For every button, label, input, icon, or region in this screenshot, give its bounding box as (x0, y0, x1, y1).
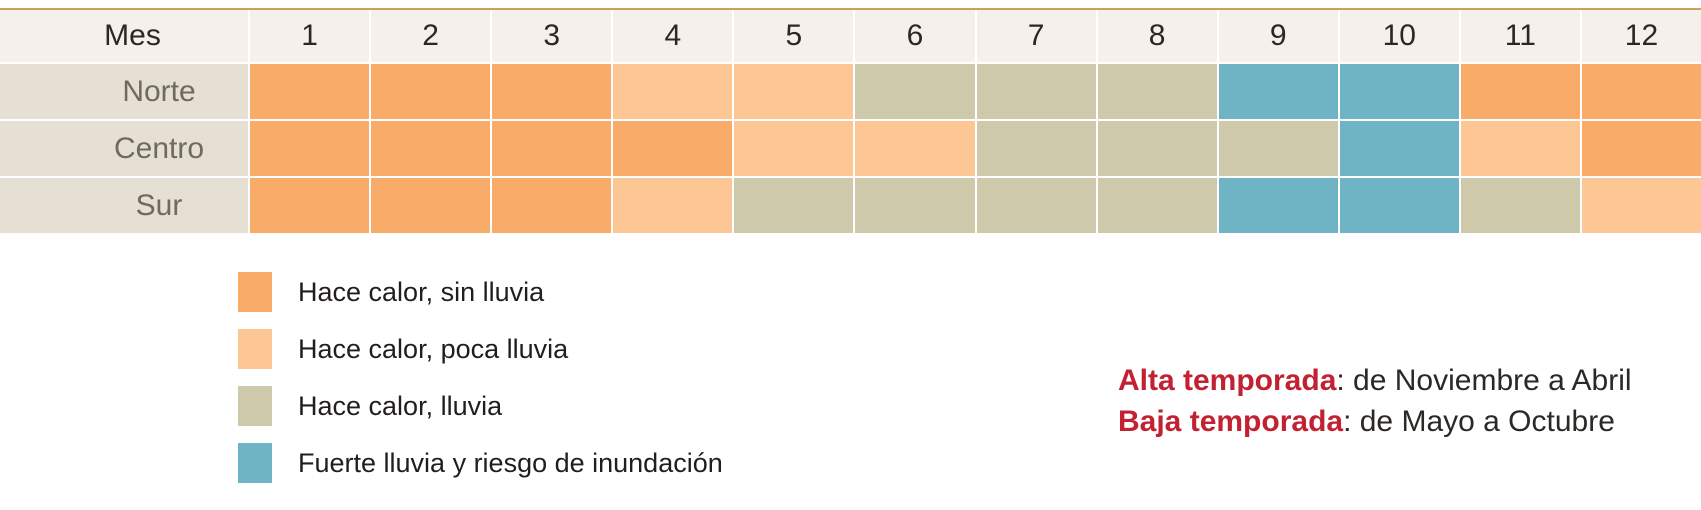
cell-sur-month-6 (855, 178, 975, 233)
cell-sur-month-7 (976, 178, 1096, 233)
baja-temporada-text: : de Mayo a Octubre (1343, 405, 1615, 438)
legend-label-poca: Hace calor, poca lluvia (298, 333, 569, 364)
cell-sur-month-2 (371, 178, 491, 233)
season-note: Alta temporada: de Noviembre a Abril Baj… (1118, 360, 1632, 442)
column-header-month-3: 3 (492, 10, 612, 62)
cell-centro-month-10 (1339, 121, 1459, 176)
legend: Hace calor, sin lluvia Hace calor, poca l… (238, 272, 723, 500)
legend-item-poca: Hace calor, poca lluvia (238, 329, 723, 369)
column-header-month-2: 2 (371, 10, 491, 62)
column-header-month-4: 4 (613, 10, 733, 62)
legend-item-lluvia: Hace calor, lluvia (238, 386, 723, 426)
column-header-month-5: 5 (734, 10, 854, 62)
cell-norte-month-10 (1339, 64, 1459, 119)
column-header-month-7: 7 (976, 10, 1096, 62)
cell-centro-month-7 (976, 121, 1096, 176)
cell-sur-month-10 (1339, 178, 1459, 233)
column-header-month-9: 9 (1218, 10, 1338, 62)
cell-centro-month-8 (1097, 121, 1217, 176)
cell-centro-month-2 (371, 121, 491, 176)
top-divider-rule (0, 8, 1701, 10)
legend-label-fuerte: Fuerte lluvia y riesgo de inundación (298, 447, 723, 478)
cell-norte-month-8 (1097, 64, 1217, 119)
cell-centro-month-9 (1218, 121, 1338, 176)
baja-temporada-label: Baja temporada (1118, 405, 1344, 438)
legend-item-fuerte: Fuerte lluvia y riesgo de inundación (238, 443, 723, 483)
climate-table: Mes 1 2 3 4 5 6 7 8 9 10 11 12 Norte Centro Sur (0, 10, 1701, 233)
cell-norte-month-7 (976, 64, 1096, 119)
cell-sur-month-8 (1097, 178, 1217, 233)
cell-norte-month-1 (250, 64, 370, 119)
legend-swatch-sin (238, 272, 272, 312)
cell-centro-month-1 (250, 121, 370, 176)
column-header-month-8: 8 (1097, 10, 1217, 62)
legend-label-lluvia: Hace calor, lluvia (298, 390, 503, 421)
cell-norte-month-3 (492, 64, 612, 119)
column-header-month-10: 10 (1339, 10, 1459, 62)
cell-norte-month-12 (1581, 64, 1701, 119)
column-header-month-11: 11 (1460, 10, 1580, 62)
alta-temporada-text: : de Noviembre a Abril (1336, 364, 1632, 397)
alta-temporada-label: Alta temporada (1118, 364, 1337, 397)
cell-centro-month-5 (734, 121, 854, 176)
row-label-norte: Norte (0, 64, 248, 119)
column-header-month-1: 1 (250, 10, 370, 62)
cell-centro-month-4 (613, 121, 733, 176)
season-note-line-baja: Baja temporada: de Mayo a Octubre (1118, 401, 1632, 442)
season-note-line-alta: Alta temporada: de Noviembre a Abril (1118, 360, 1632, 401)
cell-norte-month-2 (371, 64, 491, 119)
cell-norte-month-4 (613, 64, 733, 119)
legend-label-sin: Hace calor, sin lluvia (298, 276, 545, 307)
column-header-mes: Mes (0, 10, 248, 62)
cell-norte-month-9 (1218, 64, 1338, 119)
row-label-centro: Centro (0, 121, 248, 176)
cell-sur-month-12 (1581, 178, 1701, 233)
cell-centro-month-11 (1460, 121, 1580, 176)
cell-sur-month-4 (613, 178, 733, 233)
cell-centro-month-6 (855, 121, 975, 176)
cell-sur-month-9 (1218, 178, 1338, 233)
cell-sur-month-5 (734, 178, 854, 233)
column-header-month-6: 6 (855, 10, 975, 62)
cell-sur-month-1 (250, 178, 370, 233)
column-header-month-12: 12 (1581, 10, 1701, 62)
legend-swatch-poca (238, 329, 272, 369)
cell-centro-month-12 (1581, 121, 1701, 176)
legend-swatch-fuerte (238, 443, 272, 483)
legend-item-sin: Hace calor, sin lluvia (238, 272, 723, 312)
row-label-sur: Sur (0, 178, 248, 233)
cell-centro-month-3 (492, 121, 612, 176)
cell-norte-month-6 (855, 64, 975, 119)
legend-swatch-lluvia (238, 386, 272, 426)
cell-sur-month-3 (492, 178, 612, 233)
cell-norte-month-5 (734, 64, 854, 119)
cell-norte-month-11 (1460, 64, 1580, 119)
cell-sur-month-11 (1460, 178, 1580, 233)
